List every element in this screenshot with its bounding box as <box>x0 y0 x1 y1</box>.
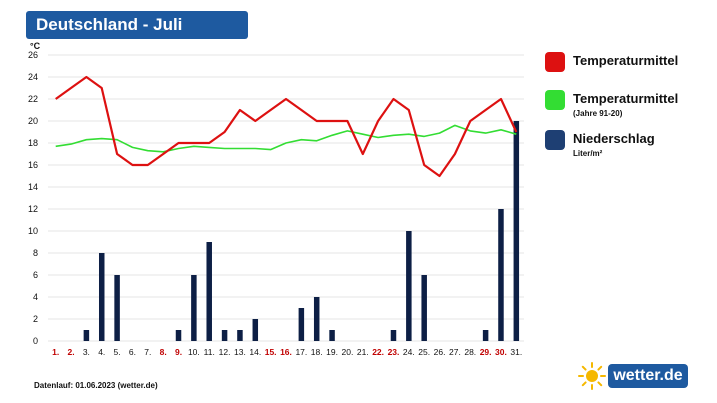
legend-temp-label: Temperaturmittel <box>573 53 679 68</box>
climate-mean-line <box>55 124 517 153</box>
y-tick-label: 20 <box>28 116 38 126</box>
y-tick-label: 2 <box>33 314 38 324</box>
x-tick-label: 13. <box>234 347 246 357</box>
precip-bar <box>98 253 105 341</box>
y-tick-label: 24 <box>28 72 38 82</box>
x-tick-label: 19. <box>326 347 338 357</box>
precip-bar <box>498 209 504 341</box>
x-tick-label: 14. <box>249 347 261 357</box>
x-tick-label: 10. <box>188 347 200 357</box>
legend-climate-swatch <box>545 90 565 110</box>
precip-bar <box>313 297 320 341</box>
x-tick-label: 5. <box>114 347 121 357</box>
x-tick-label: 30. <box>495 347 507 357</box>
legend-temp-swatch <box>545 52 565 72</box>
x-tick-label: 26. <box>434 347 446 357</box>
precip-bar <box>252 319 259 341</box>
x-tick-label: 4. <box>98 347 105 357</box>
logo-text: wetter.de <box>608 364 688 388</box>
y-tick-label: 26 <box>28 50 38 60</box>
x-tick-label: 21. <box>357 347 369 357</box>
y-tick-label: 16 <box>28 160 38 170</box>
legend-precip-sub: Liter/m² <box>573 149 603 158</box>
x-tick-label: 12. <box>219 347 231 357</box>
x-tick-label: 16. <box>280 347 292 357</box>
legend-climate-label: Temperaturmittel <box>573 91 679 106</box>
x-tick-label: 17. <box>295 347 307 357</box>
footer-note: Datenlauf: 01.06.2023 (wetter.de) <box>34 381 158 390</box>
x-tick-label: 31. <box>510 347 522 357</box>
wetter-logo[interactable]: wetter.de <box>578 362 690 390</box>
x-tick-label: 25. <box>418 347 430 357</box>
legend-precip-label: Niederschlag <box>573 131 655 146</box>
precip-bar <box>406 231 412 341</box>
x-tick-label: 11. <box>204 347 215 357</box>
x-tick-label: 15. <box>265 347 277 357</box>
y-tick-label: 6 <box>33 270 38 280</box>
x-tick-label: 20. <box>342 347 354 357</box>
precip-bar <box>221 330 228 341</box>
sun-icon <box>578 362 606 390</box>
precip-bar <box>206 242 212 341</box>
y-tick-label: 10 <box>28 226 38 236</box>
precip-bar <box>237 330 243 341</box>
precip-bar <box>421 275 427 341</box>
precip-bar <box>175 330 182 341</box>
y-tick-label: 22 <box>28 94 38 104</box>
precip-bar <box>390 330 397 341</box>
y-tick-label: 14 <box>28 182 38 192</box>
x-tick-label: 29. <box>480 347 492 357</box>
x-tick-label: 9. <box>175 347 182 357</box>
y-tick-label: 8 <box>33 248 38 258</box>
legend-precip-swatch <box>545 130 565 150</box>
x-tick-label: 24. <box>403 347 415 357</box>
precip-bar <box>114 275 120 341</box>
precip-bar <box>329 330 335 341</box>
x-tick-label: 18. <box>311 347 323 357</box>
x-tick-label: 28. <box>464 347 476 357</box>
y-tick-label: 4 <box>33 292 38 302</box>
chart-title: Deutschland - Juli <box>26 11 248 39</box>
precip-bar <box>298 308 305 341</box>
legend-climate-sub: (Jahre 91-20) <box>573 109 623 118</box>
y-tick-label: 18 <box>28 138 38 148</box>
x-tick-label: 6. <box>129 347 136 357</box>
y-tick-label: 12 <box>28 204 38 214</box>
y-axis-unit: °C <box>30 41 41 51</box>
precip-bar <box>191 275 197 341</box>
precip-bar <box>513 121 520 341</box>
x-tick-label: 7. <box>144 347 151 357</box>
precip-bar <box>482 330 489 341</box>
x-tick-label: 23. <box>388 347 400 357</box>
x-tick-label: 8. <box>160 347 167 357</box>
x-tick-label: 3. <box>83 347 90 357</box>
x-tick-label: 1. <box>52 347 59 357</box>
x-tick-label: 22. <box>372 347 384 357</box>
x-tick-label: 2. <box>67 347 74 357</box>
precip-bar <box>83 330 90 341</box>
y-tick-label: 0 <box>33 336 38 346</box>
temperature-mean-line <box>55 75 518 178</box>
x-tick-label: 27. <box>449 347 461 357</box>
